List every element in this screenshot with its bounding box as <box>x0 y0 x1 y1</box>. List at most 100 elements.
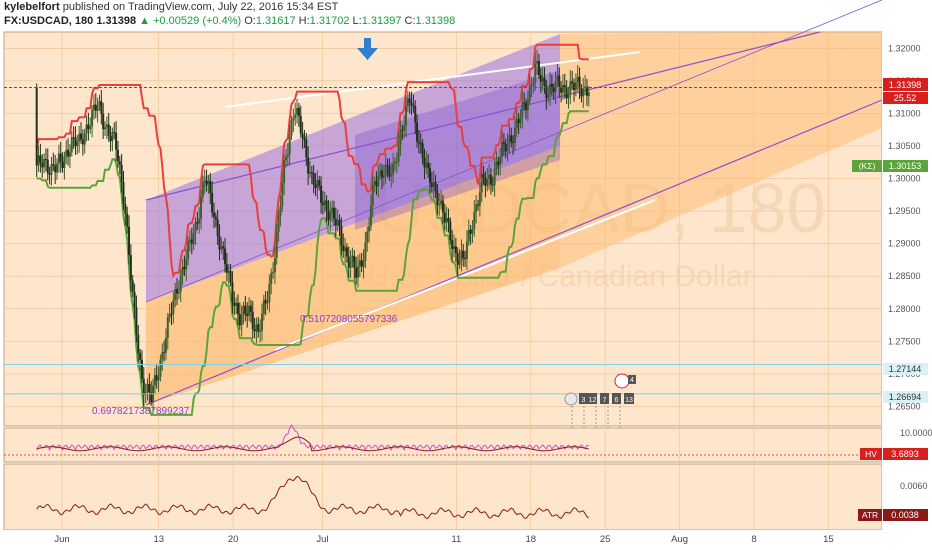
time-axis[interactable] <box>4 530 882 548</box>
resistance-trend-line[interactable] <box>224 51 641 108</box>
candle-body <box>384 164 387 176</box>
candle-body <box>436 191 439 205</box>
candle-body <box>126 213 129 227</box>
candle-body <box>360 260 363 267</box>
candle-body <box>521 102 524 118</box>
candle-body <box>565 86 568 99</box>
candle-body <box>489 174 492 185</box>
candle-body <box>395 161 398 163</box>
price-tick-label: 1.28500 <box>888 271 921 281</box>
candle-body <box>563 85 566 87</box>
candle-body <box>305 139 308 158</box>
candle-body <box>294 114 297 118</box>
candle-body <box>94 104 97 111</box>
candle-body <box>419 143 422 145</box>
kstat-tag: (KΣ) 1.30153 <box>852 160 928 172</box>
candle-body <box>275 231 278 258</box>
candle-body <box>329 212 332 221</box>
candle-body <box>353 255 356 268</box>
candle-body <box>467 229 470 242</box>
candle-body <box>449 221 452 241</box>
candle-body <box>414 106 417 123</box>
candle-body <box>200 196 203 219</box>
event-count-3: 7 <box>603 397 607 404</box>
candle-body <box>140 359 143 379</box>
candle-body <box>98 101 101 106</box>
author-name[interactable]: kylebelfort <box>4 1 60 13</box>
candle-body <box>358 260 361 267</box>
candle-body <box>392 163 395 175</box>
close-value: 1.31398 <box>415 15 456 27</box>
candle-body <box>495 161 498 170</box>
candle-body <box>336 219 339 226</box>
candle-body <box>386 164 389 166</box>
candle-body <box>260 313 263 331</box>
atr-value-tag: ATR 0.0038 <box>858 509 928 521</box>
candle-body <box>286 154 289 157</box>
candle-body <box>194 222 197 234</box>
svg-text:1.30153: 1.30153 <box>889 161 922 171</box>
candle-body <box>83 133 86 145</box>
candle-body <box>545 85 548 99</box>
candle-body <box>253 329 256 332</box>
symbol-label[interactable]: FX:USDCAD, 180 <box>4 15 94 27</box>
candle-body <box>423 158 426 168</box>
event-badge <box>624 393 634 404</box>
candle-body <box>536 61 539 64</box>
projected-upper-band <box>560 32 882 146</box>
candle-body <box>211 193 214 213</box>
price-axis[interactable] <box>882 32 930 530</box>
event-badge <box>612 393 621 404</box>
candle-body <box>351 255 354 262</box>
atr-pane[interactable] <box>3 463 883 531</box>
candle-body <box>142 378 145 395</box>
candle-body <box>68 152 71 157</box>
canada-flag-icon <box>614 373 630 389</box>
candle-body <box>235 302 238 306</box>
candle-body <box>332 207 335 219</box>
atr-axis-tick: 0.0060 <box>900 481 928 491</box>
price-axis-ticks: 1.320001.315001.310001.305001.300001.295… <box>888 43 921 411</box>
published-text: published on TradingView.com, July 22, 2… <box>62 1 339 13</box>
candle-body <box>399 129 402 145</box>
candle-body <box>519 117 522 124</box>
event-count-1: 3 <box>582 397 586 404</box>
candle-body <box>477 204 480 206</box>
candle-body <box>59 153 62 162</box>
candle-body <box>549 83 552 95</box>
candle-body <box>429 168 432 183</box>
candle-body <box>105 124 108 128</box>
candle-body <box>462 250 465 259</box>
candle-body <box>574 82 577 90</box>
candle-body <box>205 180 208 185</box>
support-trend-line[interactable] <box>274 199 656 351</box>
hv-pane[interactable] <box>3 427 883 463</box>
candle-body <box>560 86 563 93</box>
candle-body <box>528 85 531 101</box>
candle-body <box>39 155 42 163</box>
candle-body <box>225 264 228 273</box>
candle-body <box>497 161 500 166</box>
candle-body <box>364 242 367 261</box>
open-value: 1.31617 <box>255 15 296 27</box>
event-badge <box>588 393 597 404</box>
channel-bottom-line <box>145 99 883 406</box>
time-tick-label: Jun <box>54 534 69 545</box>
candle-body <box>102 113 105 130</box>
ohlc-line: FX:USDCAD, 180 1.31398 ▲ +0.00529 (+0.4%… <box>4 15 455 27</box>
candle-body <box>501 142 504 157</box>
candle-body <box>320 185 323 203</box>
candle-body <box>146 384 149 392</box>
low-label: L: <box>352 15 362 27</box>
candle-body <box>460 250 463 261</box>
candle-body <box>216 219 219 236</box>
candle-body <box>340 225 343 246</box>
candle-body <box>517 119 520 124</box>
candle-body <box>72 137 75 139</box>
candle-body <box>375 181 378 187</box>
candle-body <box>236 302 239 315</box>
candle-body <box>441 200 444 213</box>
candle-body <box>111 131 114 142</box>
candle-body <box>229 270 232 283</box>
